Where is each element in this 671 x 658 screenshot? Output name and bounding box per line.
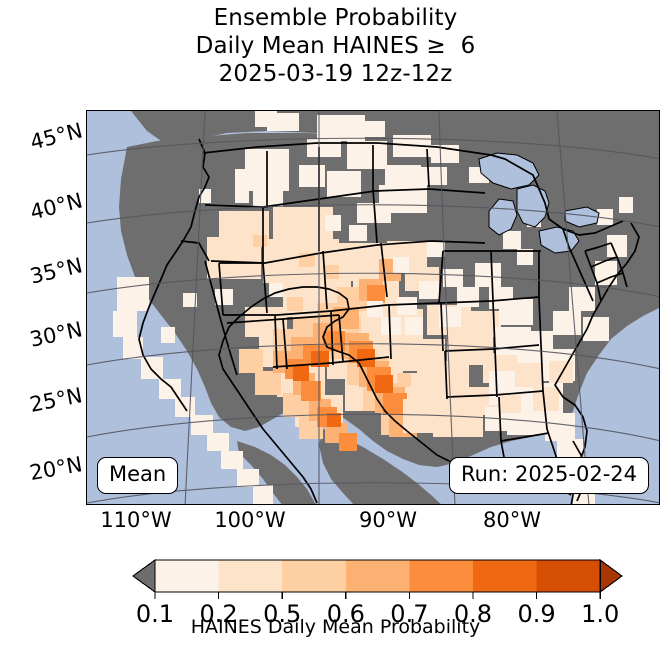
state-borders [138, 138, 640, 504]
lat-tick-20N: 20°N [27, 452, 85, 486]
colorbar-tick-4: 0.7 [390, 600, 429, 628]
annotation-run-date: Run: 2025-02-24 [448, 457, 649, 494]
colorbar-over-arrow [599, 558, 623, 594]
figure-title: Ensemble Probability Daily Mean HAINES ≥… [0, 4, 671, 88]
map-axes: Mean Run: 2025-02-24 [86, 110, 660, 505]
colorbar-tick-6: 0.9 [517, 600, 556, 628]
title-line-2: Daily Mean HAINES ≥ 6 [195, 33, 476, 59]
annotation-member-label: Mean [97, 457, 179, 494]
lat-tick-30N: 30°N [27, 317, 85, 352]
lat-tick-25N: 25°N [27, 383, 85, 417]
lon-tick-110W: 110°W [100, 508, 172, 532]
title-line-1: Ensemble Probability [213, 5, 458, 31]
colorbar-tick-2: 0.5 [263, 600, 302, 628]
colorbar-tick-5: 0.8 [453, 600, 493, 628]
map-canvas [87, 111, 659, 504]
colorbar-tick-1: 0.2 [199, 600, 238, 628]
colorbar-tick-7: 1.0 [581, 600, 620, 628]
lat-tick-45N: 45°N [27, 118, 85, 155]
probability-raster [113, 111, 633, 504]
colorbar-swatches [132, 558, 623, 599]
colorbar: 0.1 0.2 0.5 0.6 0.7 0.8 0.9 1.0 [0, 556, 671, 658]
colorbar-tick-3: 0.6 [326, 600, 365, 628]
lon-tick-100W: 100°W [214, 508, 286, 532]
lat-tick-35N: 35°N [27, 253, 85, 289]
colorbar-label: HAINES Daily Mean Probability [190, 616, 481, 638]
colorbar-tick-0: 0.1 [135, 600, 175, 628]
lon-tick-90W: 90°W [359, 508, 417, 532]
lat-tick-40N: 40°N [27, 188, 85, 225]
title-line-3: 2025-03-19 12z-12z [218, 61, 453, 87]
lon-tick-80W: 80°W [483, 508, 541, 532]
colorbar-under-arrow [132, 558, 156, 594]
